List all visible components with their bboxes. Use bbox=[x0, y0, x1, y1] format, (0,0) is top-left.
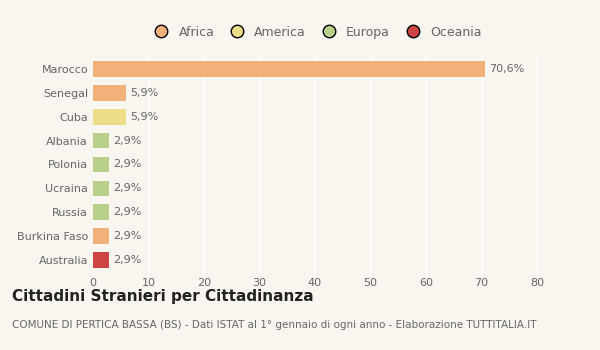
Legend: Africa, America, Europa, Oceania: Africa, America, Europa, Oceania bbox=[146, 23, 484, 41]
Text: 2,9%: 2,9% bbox=[113, 160, 142, 169]
Text: 2,9%: 2,9% bbox=[113, 231, 142, 241]
Bar bbox=[93, 109, 126, 125]
Bar bbox=[93, 228, 109, 244]
Bar bbox=[93, 157, 109, 172]
Bar bbox=[93, 133, 109, 148]
Text: 5,9%: 5,9% bbox=[130, 88, 158, 98]
Text: 70,6%: 70,6% bbox=[489, 64, 524, 74]
Text: COMUNE DI PERTICA BASSA (BS) - Dati ISTAT al 1° gennaio di ogni anno - Elaborazi: COMUNE DI PERTICA BASSA (BS) - Dati ISTA… bbox=[12, 320, 536, 330]
Text: 2,9%: 2,9% bbox=[113, 136, 142, 146]
Text: 2,9%: 2,9% bbox=[113, 255, 142, 265]
Text: 5,9%: 5,9% bbox=[130, 112, 158, 122]
Text: Cittadini Stranieri per Cittadinanza: Cittadini Stranieri per Cittadinanza bbox=[12, 289, 314, 304]
Bar bbox=[93, 204, 109, 220]
Text: 2,9%: 2,9% bbox=[113, 207, 142, 217]
Bar bbox=[93, 181, 109, 196]
Bar bbox=[93, 252, 109, 268]
Text: 2,9%: 2,9% bbox=[113, 183, 142, 193]
Bar bbox=[93, 61, 485, 77]
Bar bbox=[93, 85, 126, 101]
